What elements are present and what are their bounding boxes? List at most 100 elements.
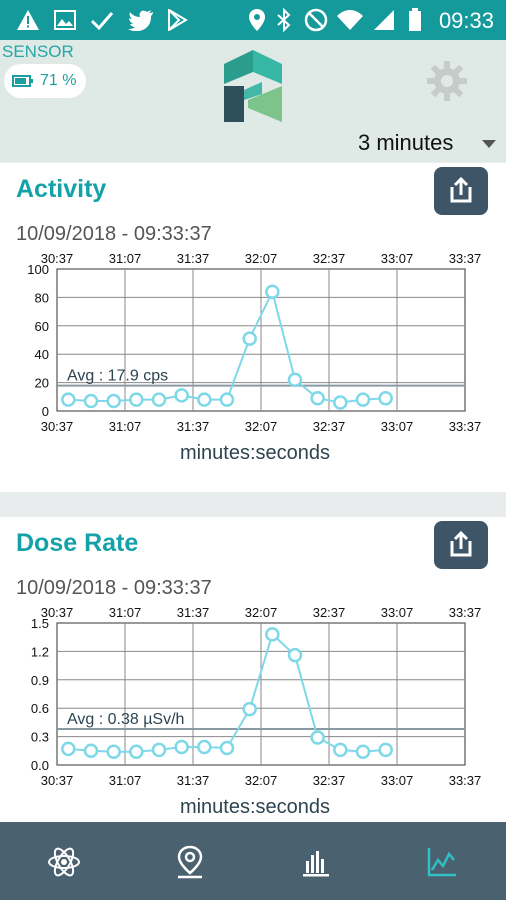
- y-tick-label: 0.3: [31, 730, 49, 745]
- y-tick-label: 0.0: [31, 758, 49, 773]
- share-icon: [450, 176, 472, 203]
- bluetooth-icon: [276, 8, 292, 32]
- data-point: [197, 739, 212, 755]
- x-tick-label-top: 32:37: [313, 251, 346, 266]
- x-tick-label: 32:37: [313, 773, 346, 788]
- bar-chart-icon: [303, 851, 329, 877]
- nav-atom-button[interactable]: [44, 842, 84, 882]
- y-tick-label: 0.9: [31, 673, 49, 688]
- battery-level-icon: [12, 74, 34, 88]
- x-tick-label: 33:37: [449, 419, 482, 434]
- share-icon: [450, 530, 472, 557]
- x-tick-label: 33:07: [381, 419, 414, 434]
- chevron-down-icon[interactable]: [482, 140, 496, 148]
- dose-rate-title: Dose Rate: [16, 529, 139, 557]
- nav-line-chart-button[interactable]: [422, 842, 462, 882]
- data-point: [151, 392, 167, 407]
- y-tick-label: 0.6: [31, 701, 49, 716]
- data-point: [174, 388, 189, 403]
- app-logo: [222, 50, 284, 124]
- data-point: [333, 395, 348, 410]
- x-tick-label: 31:07: [109, 419, 142, 434]
- nav-bar-chart-button[interactable]: [296, 842, 336, 882]
- data-point: [151, 742, 167, 758]
- y-tick-label: 80: [35, 290, 49, 305]
- x-tick-label-top: 31:37: [177, 251, 210, 266]
- signal-icon: [372, 8, 396, 32]
- warning-icon: [16, 8, 40, 32]
- time-range-select[interactable]: 3 minutes: [358, 130, 454, 155]
- play-store-icon: [166, 8, 188, 32]
- x-axis-label: minutes:seconds: [180, 796, 330, 818]
- check-icon: [90, 8, 114, 32]
- data-point: [310, 730, 325, 745]
- y-tick-label: 100: [27, 262, 49, 277]
- x-tick-label-top: 32:37: [313, 605, 346, 620]
- atom-icon: [48, 847, 80, 877]
- y-tick-label: 20: [35, 376, 49, 391]
- x-tick-label: 33:37: [449, 773, 482, 788]
- x-tick-label-top: 32:07: [245, 251, 278, 266]
- x-tick-label-top: 31:37: [177, 605, 210, 620]
- activity-chart: 30:37 30:37 31:07 31:07 31:37 31:37 32:07 32:07…: [27, 251, 482, 464]
- x-tick-label-top: 32:07: [245, 605, 278, 620]
- settings-gear-icon[interactable]: [426, 60, 468, 102]
- nav-map-button[interactable]: [170, 842, 210, 882]
- bottom-navigation: [0, 822, 506, 900]
- x-tick-label-top: 33:07: [381, 251, 414, 266]
- data-point: [219, 740, 235, 756]
- data-point: [378, 390, 393, 406]
- x-tick-label: 31:37: [177, 419, 210, 434]
- location-icon: [248, 8, 266, 32]
- x-axis-label: minutes:seconds: [180, 442, 330, 464]
- average-label: Avg : 0.38 µSv/h: [67, 711, 184, 728]
- data-point: [129, 744, 144, 759]
- status-bar: 09:33: [0, 0, 506, 40]
- data-point: [287, 372, 303, 388]
- dose-rate-card: Dose Rate 10/09/2018 - 09:33:37 30:37 30:…: [0, 517, 506, 822]
- x-tick-label: 33:07: [381, 773, 414, 788]
- sensor-header: SENSOR 71 %: [0, 40, 506, 162]
- y-tick-label: 1.5: [31, 616, 49, 631]
- dose-rate-chart: 30:37 30:37 31:07 31:07 31:37 31:37 32:07 32:07…: [31, 605, 482, 818]
- data-point: [287, 647, 303, 663]
- x-tick-label: 30:37: [41, 419, 74, 434]
- data-point: [174, 739, 189, 755]
- x-tick-label: 32:37: [313, 419, 346, 434]
- data-point: [378, 742, 393, 758]
- x-tick-label: 31:07: [109, 773, 142, 788]
- y-tick-label: 1.2: [31, 644, 49, 659]
- dose-rate-share-button[interactable]: [434, 521, 488, 569]
- status-time: 09:33: [438, 8, 494, 33]
- data-point: [242, 331, 257, 346]
- battery-icon: [408, 8, 422, 32]
- data-point: [106, 744, 121, 759]
- image-icon: [54, 8, 76, 32]
- line-chart-icon: [427, 848, 456, 877]
- data-point: [197, 392, 212, 407]
- data-point: [219, 392, 235, 407]
- activity-share-button[interactable]: [434, 167, 488, 215]
- y-tick-label: 40: [35, 347, 49, 362]
- activity-title: Activity: [16, 175, 107, 203]
- data-point: [265, 627, 280, 642]
- do-not-disturb-icon: [304, 8, 328, 32]
- activity-timestamp: 10/09/2018 - 09:33:37: [16, 223, 212, 245]
- data-point: [333, 742, 348, 758]
- data-point: [129, 392, 144, 407]
- twitter-icon: [128, 8, 154, 32]
- data-point: [83, 393, 99, 409]
- battery-badge: 71 %: [4, 64, 86, 98]
- activity-card: Activity 10/09/2018 - 09:33:37 30:37 30:3…: [0, 163, 506, 492]
- data-point: [355, 392, 371, 407]
- data-point: [265, 284, 280, 299]
- data-point: [61, 741, 76, 757]
- x-tick-label-top: 33:37: [449, 251, 482, 266]
- x-tick-label: 32:07: [245, 773, 278, 788]
- x-tick-label: 32:07: [245, 419, 278, 434]
- x-tick-label-top: 31:07: [109, 251, 142, 266]
- x-tick-label-top: 33:07: [381, 605, 414, 620]
- data-point: [242, 701, 257, 717]
- wifi-icon: [336, 8, 364, 32]
- dose-rate-timestamp: 10/09/2018 - 09:33:37: [16, 577, 212, 599]
